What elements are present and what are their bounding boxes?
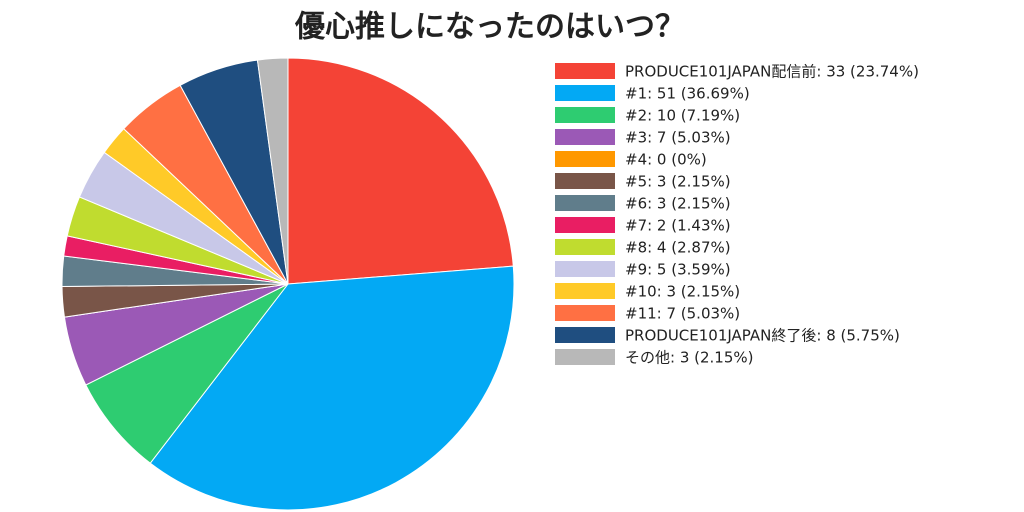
pie-slice [85,283,289,464]
legend-label: #11: 7 (5.03%) [625,305,740,323]
legend-label: #3: 7 (5.03%) [625,129,731,147]
legend-label: #6: 3 (2.15%) [625,195,731,213]
legend-label: #2: 10 (7.19%) [625,107,740,125]
legend-swatch [555,283,615,299]
legend-label: #10: 3 (2.15%) [625,283,740,301]
legend-swatch [555,63,615,79]
legend-swatch [555,173,615,189]
pie-slice [256,57,289,285]
legend-label: PRODUCE101JAPAN終了後: 8 (5.75%) [625,327,900,345]
legend-swatch [555,85,615,101]
legend-swatch [555,195,615,211]
legend-swatch [555,217,615,233]
legend-label: その他: 3 (2.15%) [625,349,754,367]
legend-swatch [555,327,615,343]
legend-label: #9: 5 (3.59%) [625,261,731,279]
legend-swatch [555,239,615,255]
legend-swatch [555,107,615,123]
legend-swatch [555,129,615,145]
legend-label: #5: 3 (2.15%) [625,173,731,191]
chart-title: 優心推しになったのはいつ？ [294,10,685,45]
legend-swatch [555,151,615,167]
legend-label: #1: 51 (36.69%) [625,85,750,103]
pie-slice [149,265,515,511]
legend-swatch [555,261,615,277]
pie-slice [287,57,514,285]
legend-label: #8: 4 (2.87%) [625,239,731,257]
legend-label: #7: 2 (1.43%) [625,217,731,235]
legend-swatch [555,305,615,321]
legend-label: PRODUCE101JAPAN配信前: 33 (23.74%) [625,63,919,81]
legend-label: #4: 0 (0%) [625,151,707,169]
legend-swatch [555,349,615,365]
